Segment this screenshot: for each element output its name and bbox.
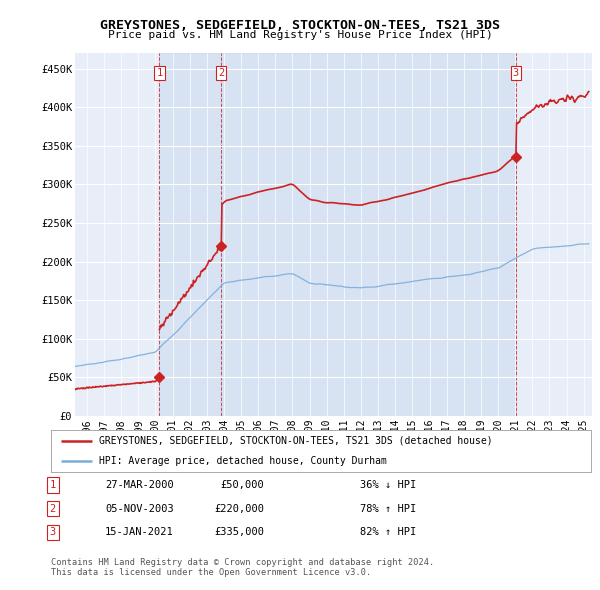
Text: £50,000: £50,000 bbox=[220, 480, 264, 490]
Text: 2: 2 bbox=[218, 68, 224, 78]
Text: Price paid vs. HM Land Registry's House Price Index (HPI): Price paid vs. HM Land Registry's House … bbox=[107, 30, 493, 40]
Text: 1: 1 bbox=[50, 480, 56, 490]
Bar bbox=[221, 53, 516, 416]
Bar bbox=[160, 53, 221, 416]
Text: 82% ↑ HPI: 82% ↑ HPI bbox=[360, 527, 416, 537]
Text: 78% ↑ HPI: 78% ↑ HPI bbox=[360, 504, 416, 513]
Text: 05-NOV-2003: 05-NOV-2003 bbox=[105, 504, 174, 513]
Text: £335,000: £335,000 bbox=[214, 527, 264, 537]
Text: 3: 3 bbox=[512, 68, 519, 78]
Text: Contains HM Land Registry data © Crown copyright and database right 2024.
This d: Contains HM Land Registry data © Crown c… bbox=[51, 558, 434, 577]
Text: GREYSTONES, SEDGEFIELD, STOCKTON-ON-TEES, TS21 3DS (detached house): GREYSTONES, SEDGEFIELD, STOCKTON-ON-TEES… bbox=[98, 436, 492, 446]
Text: 15-JAN-2021: 15-JAN-2021 bbox=[105, 527, 174, 537]
Text: HPI: Average price, detached house, County Durham: HPI: Average price, detached house, Coun… bbox=[98, 455, 386, 466]
Text: GREYSTONES, SEDGEFIELD, STOCKTON-ON-TEES, TS21 3DS: GREYSTONES, SEDGEFIELD, STOCKTON-ON-TEES… bbox=[100, 19, 500, 32]
Text: 3: 3 bbox=[50, 527, 56, 537]
Text: 2: 2 bbox=[50, 504, 56, 513]
Text: 36% ↓ HPI: 36% ↓ HPI bbox=[360, 480, 416, 490]
Text: 27-MAR-2000: 27-MAR-2000 bbox=[105, 480, 174, 490]
Text: 1: 1 bbox=[157, 68, 163, 78]
Text: £220,000: £220,000 bbox=[214, 504, 264, 513]
